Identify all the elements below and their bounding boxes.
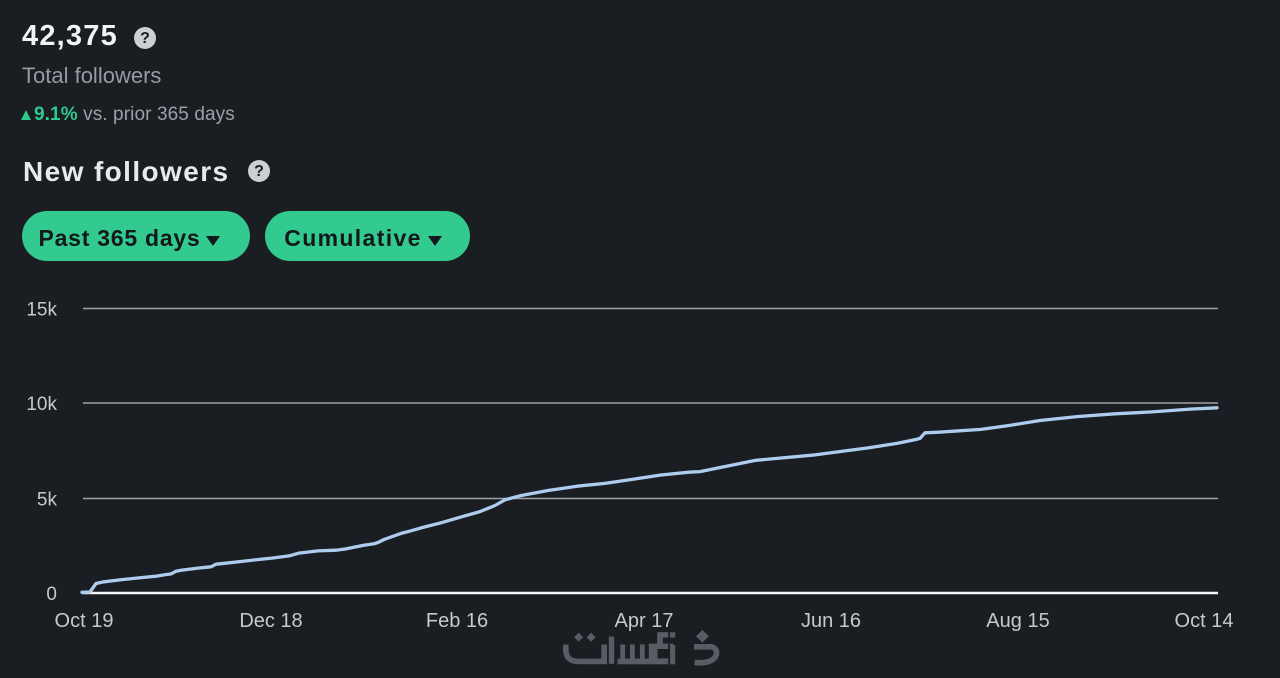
svg-text:Aug 15: Aug 15: [986, 610, 1049, 632]
svg-text:Oct 14: Oct 14: [1175, 610, 1234, 632]
svg-text:15k: 15k: [26, 300, 57, 321]
svg-text:Apr 17: Apr 17: [615, 610, 674, 632]
svg-text:Dec 18: Dec 18: [239, 610, 302, 632]
svg-text:5k: 5k: [37, 490, 58, 511]
svg-text:0: 0: [46, 584, 57, 605]
svg-text:Feb 16: Feb 16: [426, 610, 488, 632]
svg-text:Jun 16: Jun 16: [801, 610, 861, 632]
svg-text:10k: 10k: [26, 394, 57, 415]
svg-text:Oct 19: Oct 19: [55, 610, 114, 632]
